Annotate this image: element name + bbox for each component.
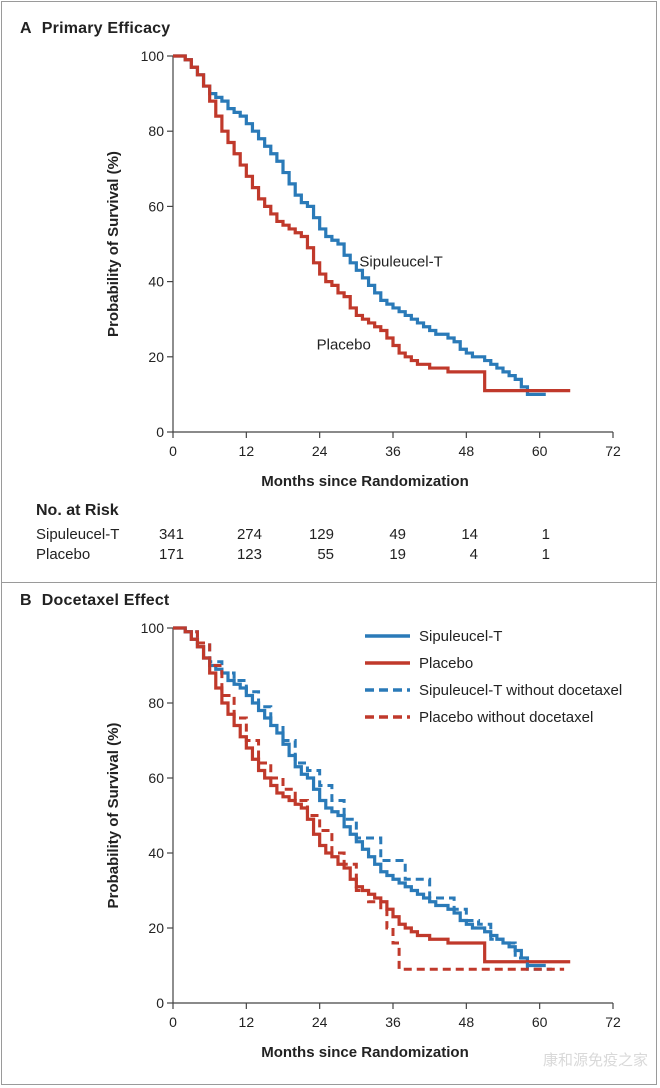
risk-value: 14 [461,526,478,543]
y-tick-label: 60 [148,770,164,786]
risk-value: 341 [158,526,184,543]
x-tick-label: 72 [605,443,621,459]
x-axis-label: Months since Randomization [261,473,469,490]
x-axis-label: Months since Randomization [261,1044,469,1061]
y-tick-label: 60 [148,198,164,214]
panel-a-title: A Primary Efficacy [20,20,170,38]
panel-divider [1,582,657,583]
x-tick-label: 36 [385,1014,401,1030]
risk-value: 1 [541,546,550,563]
legend-label: Placebo [419,655,473,672]
series-annotation: Sipuleucel-T [359,254,442,271]
panel-a-letter: A [20,20,32,37]
series-line-placebo [173,626,571,964]
risk-row-label: Placebo [36,546,91,563]
y-tick-label: 40 [148,845,164,861]
risk-value: 4 [469,546,478,563]
y-axis-label: Probability of Survival (%) [105,151,122,337]
series-line-sipuleucel-t [173,626,546,968]
x-tick-label: 48 [459,443,475,459]
y-tick-label: 100 [141,620,165,636]
panel-b-letter: B [20,592,32,609]
risk-value: 1 [541,526,550,543]
x-tick-label: 24 [312,1014,328,1030]
y-tick-label: 80 [148,123,164,139]
risk-value: 129 [308,526,334,543]
risk-table-title: No. at Risk [36,502,119,519]
x-tick-label: 72 [605,1014,621,1030]
chart-docetaxel-effect: 0 20 40 60 80 100 0 12 24 36 48 60 72 Months since Ra… [105,620,622,1061]
panel-b-title-text: Docetaxel Effect [41,592,170,609]
series-line-placebo [173,54,571,393]
series-annotation: Placebo [317,336,371,353]
x-tick-label: 48 [459,1014,475,1030]
watermark: 康和源免疫之家 [542,1052,648,1069]
series-line-sipuleucel-t [173,54,546,396]
risk-value: 171 [158,546,184,563]
x-tick-label: 60 [532,1014,548,1030]
risk-value: 55 [317,546,334,563]
y-tick-label: 0 [156,424,164,440]
risk-value: 49 [389,526,406,543]
y-tick-label: 20 [148,349,164,365]
x-tick-label: 60 [532,443,548,459]
legend-label: Placebo without docetaxel [419,709,593,726]
chart-primary-efficacy: 0 20 40 60 80 100 0 12 24 36 48 60 72 Months since Ra… [105,48,621,490]
risk-row-label: Sipuleucel-T [36,526,120,543]
panel-a-title-text: Primary Efficacy [41,20,171,37]
y-tick-label: 40 [148,274,164,290]
y-tick-label: 80 [148,695,164,711]
y-tick-label: 100 [141,48,165,64]
series-line-sipuleucel-t-without-docetaxel [173,626,552,971]
x-tick-label: 24 [312,443,328,459]
risk-value: 274 [236,526,262,543]
y-tick-label: 0 [156,995,164,1011]
x-tick-label: 12 [239,1014,255,1030]
risk-value: 19 [389,546,406,563]
y-axis-label: Probability of Survival (%) [105,723,122,909]
x-tick-label: 12 [239,443,255,459]
legend-label: Sipuleucel-T [419,628,502,645]
panel-b-title: B Docetaxel Effect [20,592,169,610]
risk-value: 123 [236,546,262,563]
legend-label: Sipuleucel-T without docetaxel [419,682,622,699]
x-tick-label: 36 [385,443,401,459]
y-tick-label: 20 [148,920,164,936]
x-tick-label: 0 [169,443,177,459]
x-tick-label: 0 [169,1014,177,1030]
